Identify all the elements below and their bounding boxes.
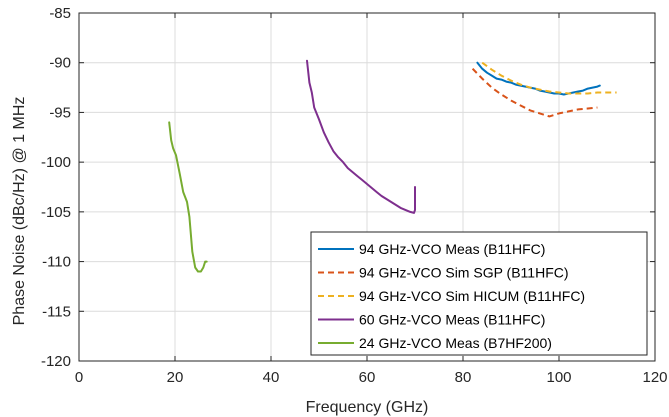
legend-entry-label: 94 GHz-VCO Sim HICUM (B11HFC) [359,288,585,304]
x-tick-label: 100 [546,369,571,386]
y-tick-label: -110 [42,254,71,271]
y-tick-label: -115 [42,303,71,320]
legend: 94 GHz-VCO Meas (B11HFC) 94 GHz-VCO Sim S… [310,231,648,356]
x-tick-label: 0 [75,369,83,386]
legend-entry-label: 24 GHz-VCO Meas (B7HF200) [359,335,552,351]
y-tick-label: -120 [41,353,71,370]
legend-entries: 94 GHz-VCO Meas (B11HFC) 94 GHz-VCO Sim S… [318,241,585,351]
x-tick-label: 20 [167,369,184,386]
x-tick-label: 40 [263,369,280,386]
x-tick-label: 120 [642,369,667,386]
legend-entry-label: 94 GHz-VCO Sim SGP (B11HFC) [359,265,569,281]
y-tick-label: -90 [49,55,71,72]
series-line-5 [168,121,208,273]
legend-entry-label: 60 GHz-VCO Meas (B11HFC) [359,312,545,328]
series-lines [168,59,617,273]
legend-box [310,231,648,356]
axis-ticks: 0 20 40 60 80 100 120 -120 -115 -110 -105 -100 -95 -9… [41,5,668,386]
legend-entry-label: 94 GHz-VCO Meas (B11HFC) [359,241,545,257]
y-tick-label: -95 [49,104,71,121]
series-line-3 [481,61,617,95]
x-axis-label: Frequency (GHz) [306,399,429,416]
series-line-4 [306,59,416,214]
y-tick-label: -100 [41,154,71,171]
y-tick-label: -105 [41,204,71,221]
y-axis-label: Phase Noise (dBc/Hz) @ 1 MHz [11,97,28,326]
y-tick-label: -85 [49,5,71,22]
x-tick-label: 80 [455,369,472,386]
x-tick-label: 60 [359,369,376,386]
